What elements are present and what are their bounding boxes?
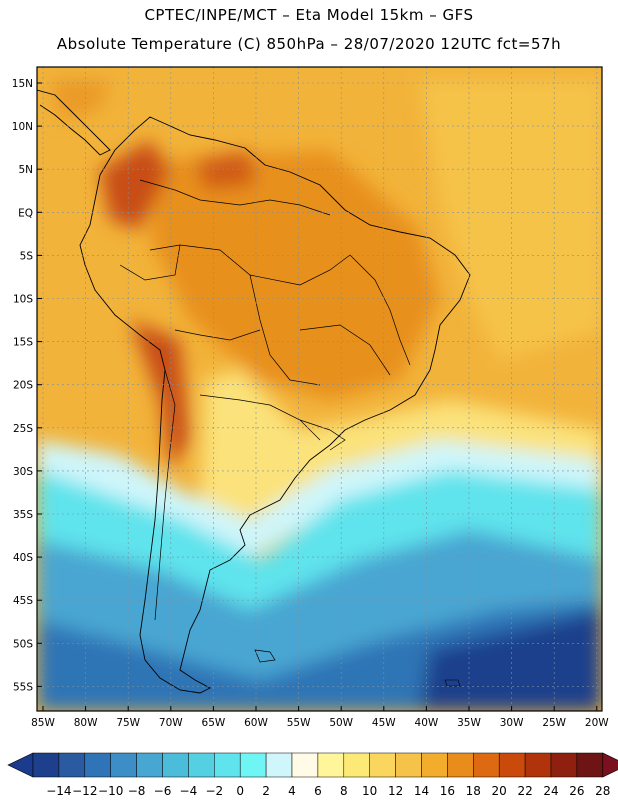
lat-tick-label: 30S	[13, 466, 33, 478]
lon-tick-label: 65W	[202, 717, 226, 729]
lat-tick-label: 20S	[13, 380, 33, 392]
colorbar-label: −6	[154, 784, 172, 798]
field-hot-andes-central	[130, 320, 190, 470]
field-atlantic-16	[420, 80, 602, 360]
colorbar-swatch	[369, 752, 396, 778]
colorbar-swatch	[58, 752, 86, 778]
colorbar-label: 26	[569, 784, 584, 798]
colorbar-label: −12	[72, 784, 97, 798]
lat-tick-label: 10N	[12, 121, 33, 133]
colorbar-label: 4	[288, 784, 296, 798]
colorbar-over-triangle	[602, 752, 618, 778]
colorbar-swatch	[32, 752, 60, 778]
colorbar-label: 12	[388, 784, 403, 798]
colorbar-swatch	[550, 752, 578, 778]
lat-tick-label: 25S	[13, 423, 33, 435]
lon-tick-label: 60W	[244, 717, 268, 729]
colorbar-label: −10	[98, 784, 123, 798]
field-caribbean-west	[50, 80, 110, 120]
lat-tick-label: 5S	[20, 250, 34, 262]
lon-tick-label: 85W	[31, 717, 55, 729]
lat-tick-label: 35S	[13, 509, 33, 521]
colorbar-swatch	[188, 752, 215, 778]
colorbar-label: 0	[236, 784, 244, 798]
colorbar-label: −14	[46, 784, 71, 798]
lon-tick-label: 55W	[287, 717, 311, 729]
colorbar-label: 18	[466, 784, 481, 798]
map-gridlines	[37, 67, 602, 711]
lat-tick-label: 15N	[12, 78, 33, 90]
lon-tick-label: 50W	[329, 717, 353, 729]
island-falklands	[254, 649, 276, 663]
chart-title-line2: Absolute Temperature (C) 850hPa – 28/07/…	[56, 35, 562, 53]
lat-tick-label: 40S	[13, 552, 33, 564]
lon-tick-label: 35W	[457, 717, 481, 729]
lon-tick-label: 25W	[542, 717, 566, 729]
colorbar-swatch	[265, 752, 293, 778]
coastline-south-america	[79, 116, 471, 694]
colorbar-label: 20	[492, 784, 507, 798]
colorbar-swatch	[110, 752, 137, 778]
colorbar-swatch	[136, 752, 163, 778]
lon-tick-label: 80W	[74, 717, 98, 729]
colorbar-swatch	[291, 752, 319, 778]
colorbar	[7, 752, 618, 778]
island-south-georgia	[444, 679, 461, 687]
colorbar-swatch	[162, 752, 189, 778]
field-hot-andes-north	[100, 140, 170, 230]
colorbar-swatch	[214, 752, 241, 778]
colorbar-swatch	[524, 752, 552, 778]
lon-tick-label: 75W	[116, 717, 140, 729]
lat-tick-label: 15S	[13, 337, 33, 349]
longitude-axis: 85W 80W 75W 70W 65W 60W 55W 50W 45W 40W 35W 30W 25W 2…	[31, 706, 609, 729]
colorbar-labels: −14 −12 −10 −8 −6 −4 −2 0 2 4 6 8 10 12 14 16 18 20 22 24 26…	[46, 784, 610, 798]
colorbar-swatch	[84, 752, 111, 778]
colorbar-swatch	[473, 752, 500, 778]
map-frame	[36, 66, 603, 712]
lon-tick-label: 30W	[500, 717, 524, 729]
field-cold-neg14	[420, 610, 602, 711]
colorbar-swatch	[421, 752, 448, 778]
colorbar-label: 8	[340, 784, 348, 798]
lon-tick-label: 70W	[159, 717, 183, 729]
colorbar-label: −2	[205, 784, 223, 798]
temperature-field	[37, 67, 602, 711]
lat-tick-label: 50S	[13, 638, 33, 650]
lat-tick-label: 10S	[13, 294, 33, 306]
colorbar-label: 16	[440, 784, 455, 798]
colorbar-label: 14	[414, 784, 429, 798]
colorbar-swatch	[395, 752, 422, 778]
coastline-central-america	[37, 89, 111, 156]
colorbar-under-triangle	[7, 752, 34, 778]
lon-tick-label: 20W	[585, 717, 609, 729]
colorbar-swatch	[317, 752, 345, 778]
colorbar-swatch	[239, 752, 267, 778]
chart-title-line1: CPTEC/INPE/MCT – Eta Model 15km – GFS	[144, 6, 474, 24]
colorbar-label: 28	[595, 784, 610, 798]
colorbar-label: 6	[314, 784, 322, 798]
colorbar-label: 22	[517, 784, 532, 798]
colorbar-label: −8	[128, 784, 146, 798]
lat-tick-label: 45S	[13, 595, 33, 607]
colorbar-swatch	[343, 752, 370, 778]
lat-tick-label: 5N	[18, 164, 33, 176]
colorbar-swatch	[447, 752, 474, 778]
colorbar-label: 2	[262, 784, 270, 798]
field-front-12	[200, 370, 602, 520]
field-hot-venezuela	[195, 150, 255, 190]
colorbar-swatch	[576, 752, 604, 778]
colorbar-label: 24	[543, 784, 558, 798]
lon-tick-label: 40W	[415, 717, 439, 729]
lat-tick-label: EQ	[18, 207, 33, 219]
colorbar-label: 10	[362, 784, 377, 798]
latitude-axis: 15N 10N 5N EQ 5S 10S 15S 20S 25S 30S 35S 40S 45S 50S 5…	[12, 78, 42, 693]
colorbar-swatch	[498, 752, 526, 778]
country-borders	[119, 179, 411, 621]
lon-tick-label: 45W	[372, 717, 396, 729]
colorbar-label: −4	[180, 784, 198, 798]
lat-tick-label: 55S	[13, 681, 33, 693]
